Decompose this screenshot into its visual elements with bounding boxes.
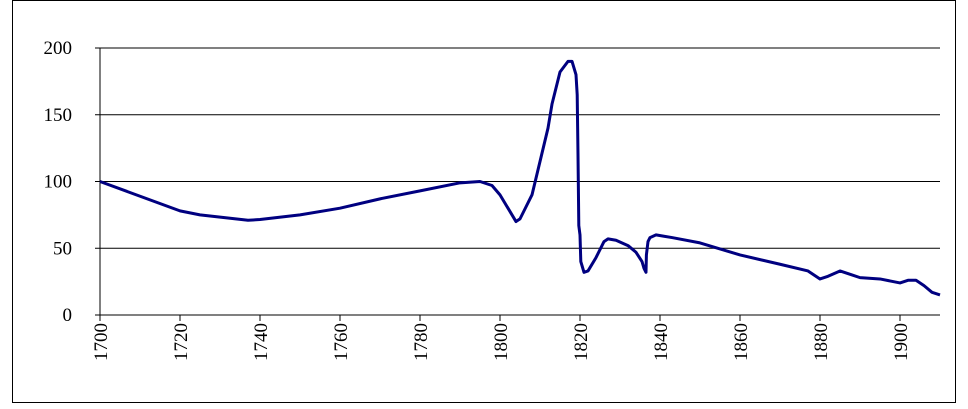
y-tick-label: 150 xyxy=(44,105,73,126)
y-tick-label: 0 xyxy=(63,305,73,326)
x-tick-label: 1860 xyxy=(731,323,752,361)
x-tick-label: 1740 xyxy=(251,323,272,361)
x-tick-label: 1820 xyxy=(571,323,592,361)
y-tick-label: 200 xyxy=(44,38,73,59)
x-tick-label: 1900 xyxy=(891,323,912,361)
y-tick-label: 50 xyxy=(53,238,72,259)
data-line xyxy=(99,59,941,297)
x-tick-label: 1780 xyxy=(411,323,432,361)
x-tick-label: 1700 xyxy=(91,323,112,361)
x-tick-label: 1720 xyxy=(171,323,192,361)
x-tick-label: 1880 xyxy=(811,323,832,361)
x-tick-label: 1800 xyxy=(491,323,512,361)
y-tick-label: 100 xyxy=(44,172,73,193)
x-tick-label: 1760 xyxy=(331,323,352,361)
chart-frame xyxy=(12,0,956,403)
x-tick-label: 1840 xyxy=(651,323,672,361)
